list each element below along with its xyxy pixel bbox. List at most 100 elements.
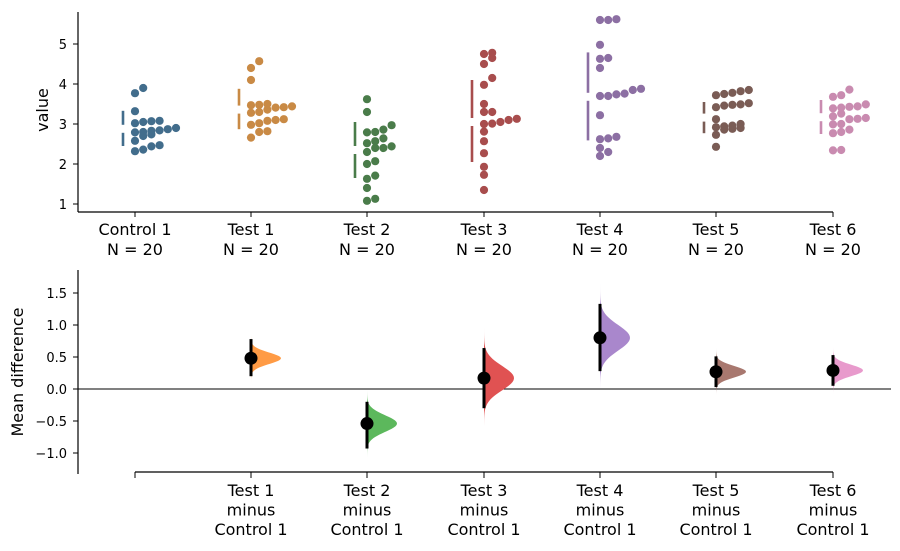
data-point bbox=[496, 117, 505, 127]
data-point bbox=[139, 145, 148, 154]
data-point bbox=[271, 103, 280, 112]
data-point bbox=[147, 117, 156, 126]
data-point bbox=[246, 108, 256, 117]
data-point bbox=[711, 130, 721, 139]
data-point bbox=[271, 115, 280, 125]
data-point bbox=[371, 137, 380, 146]
data-point bbox=[263, 116, 272, 125]
y-tick-label: 0.5 bbox=[46, 351, 67, 366]
data-point bbox=[512, 114, 521, 123]
data-point bbox=[371, 194, 380, 203]
data-point bbox=[263, 127, 272, 136]
data-point bbox=[845, 102, 854, 111]
y-tick-label: −0.5 bbox=[35, 415, 67, 430]
data-point bbox=[479, 107, 489, 117]
data-point bbox=[828, 92, 838, 101]
data-point bbox=[604, 134, 613, 143]
mean-difference-point bbox=[244, 351, 258, 365]
group-n-label: N = 20 bbox=[223, 240, 279, 259]
group-n-label: N = 20 bbox=[339, 240, 395, 259]
data-point bbox=[387, 142, 396, 151]
data-point bbox=[728, 121, 737, 130]
data-point bbox=[479, 49, 489, 59]
data-point bbox=[479, 185, 489, 195]
bootstrap-distribution bbox=[716, 346, 746, 398]
group-label: Control 1 bbox=[98, 220, 171, 239]
data-point bbox=[845, 85, 854, 94]
data-point bbox=[279, 103, 288, 112]
data-point bbox=[139, 83, 148, 93]
data-point bbox=[853, 102, 862, 111]
data-point bbox=[479, 149, 489, 158]
bootstrap-distribution bbox=[251, 328, 281, 386]
y-tick-label: 4 bbox=[59, 78, 67, 93]
data-point bbox=[837, 145, 846, 155]
group-n-label: N = 20 bbox=[456, 240, 512, 259]
data-point bbox=[139, 127, 148, 137]
group-label: Test 2 bbox=[343, 220, 391, 239]
comparison-label: Test 4 bbox=[576, 481, 624, 500]
data-point bbox=[130, 119, 140, 128]
mean-difference-plot: Mean difference −1.0 −0.5 0.0 0.5 1.0 1.5 Test… bbox=[8, 270, 891, 539]
data-point bbox=[620, 89, 629, 98]
group-label: Test 3 bbox=[460, 220, 508, 239]
mean-difference-point bbox=[593, 331, 607, 345]
data-point bbox=[861, 113, 870, 123]
group-n-label: N = 20 bbox=[572, 240, 628, 259]
data-point bbox=[488, 73, 497, 83]
data-point bbox=[255, 107, 264, 117]
data-point bbox=[287, 102, 297, 111]
y-tick-label: 0.0 bbox=[46, 383, 67, 398]
data-point bbox=[147, 142, 156, 151]
y-tick-label: 1.0 bbox=[46, 319, 67, 334]
data-point bbox=[130, 107, 140, 116]
mean-difference-point bbox=[709, 365, 723, 379]
data-point bbox=[155, 116, 164, 125]
y-tick-label: 3 bbox=[59, 118, 67, 133]
data-point bbox=[711, 103, 721, 112]
data-point bbox=[371, 127, 380, 137]
data-point bbox=[636, 84, 646, 93]
data-point bbox=[479, 170, 489, 179]
data-point bbox=[604, 53, 613, 63]
data-point bbox=[845, 125, 854, 134]
bootstrap-distribution bbox=[600, 278, 630, 390]
comparison-label: minus bbox=[460, 501, 509, 520]
data-point bbox=[147, 126, 156, 135]
data-point bbox=[279, 115, 288, 124]
data-point bbox=[479, 119, 489, 129]
data-point bbox=[595, 63, 605, 73]
y-tick-label: 5 bbox=[59, 38, 67, 53]
y-tick-label: −1.0 bbox=[35, 447, 67, 462]
data-point bbox=[612, 15, 621, 24]
data-point bbox=[362, 174, 372, 183]
data-point bbox=[720, 89, 729, 99]
data-point bbox=[711, 142, 721, 151]
data-point bbox=[845, 115, 854, 124]
data-point bbox=[130, 147, 140, 156]
data-point bbox=[837, 109, 846, 118]
data-point bbox=[263, 99, 272, 109]
data-point bbox=[246, 63, 256, 73]
data-point bbox=[130, 89, 140, 98]
data-point bbox=[362, 128, 372, 137]
data-point bbox=[479, 59, 489, 69]
data-point bbox=[362, 139, 372, 148]
comparison-label: Control 1 bbox=[796, 520, 869, 539]
y-tick-label: 2 bbox=[59, 158, 67, 173]
data-point bbox=[488, 119, 497, 128]
comparison-label: Control 1 bbox=[563, 520, 636, 539]
data-point bbox=[828, 112, 838, 121]
data-point bbox=[362, 183, 372, 193]
data-point bbox=[255, 119, 264, 128]
data-point bbox=[504, 115, 513, 125]
comparison-label: Control 1 bbox=[330, 520, 403, 539]
data-point bbox=[711, 115, 721, 124]
comparison-label: Test 5 bbox=[692, 481, 740, 500]
group-label: Test 1 bbox=[227, 220, 275, 239]
y-tick-label: 1 bbox=[59, 198, 67, 213]
data-point bbox=[837, 127, 846, 137]
comparison-label: minus bbox=[227, 501, 276, 520]
